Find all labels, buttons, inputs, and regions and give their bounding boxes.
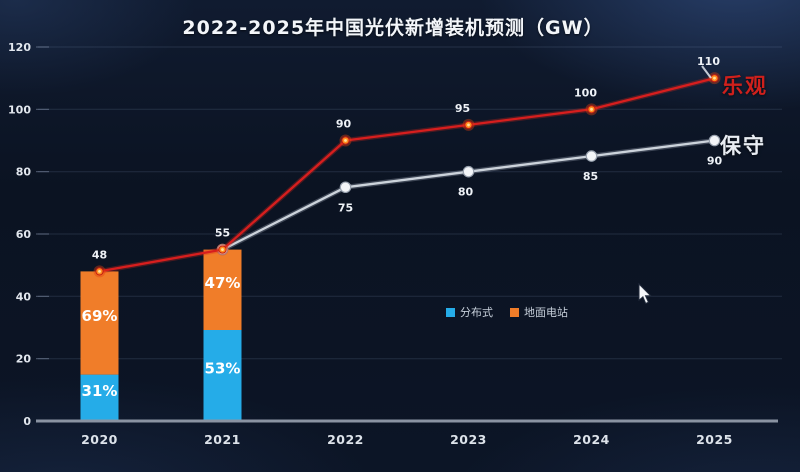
data-point-value-label: 80 xyxy=(458,186,474,199)
y-tick-label: 100 xyxy=(8,103,31,116)
data-point-marker xyxy=(344,139,347,142)
data-point-value-label: 55 xyxy=(215,227,230,240)
y-tick-label: 120 xyxy=(8,41,31,54)
legend-swatch-orange-icon xyxy=(510,307,519,317)
x-tick-label: 2024 xyxy=(573,432,610,447)
data-point-value-label: 110 xyxy=(697,55,720,68)
data-point-marker xyxy=(467,123,470,127)
data-point-marker xyxy=(98,270,101,273)
y-tick-label: 60 xyxy=(16,228,32,241)
forecast-line xyxy=(99,77,715,273)
data-point-value-label: 90 xyxy=(707,155,723,168)
line-end-label-conservative: 保守 xyxy=(720,134,766,158)
legend-label: 分布式 xyxy=(460,306,493,319)
data-point-marker xyxy=(708,134,721,147)
legend-swatch-blue-icon xyxy=(446,307,455,317)
data-point-marker xyxy=(585,150,598,162)
line-glow xyxy=(99,75,716,274)
arrow-cursor-icon xyxy=(638,282,652,305)
chart-title: 2022-2025年中国光伏新增装机预测（GW） xyxy=(182,17,604,39)
bar-percent-label: 31% xyxy=(82,382,118,400)
data-point-value-label: 48 xyxy=(92,248,107,261)
bar-percent-label: 69% xyxy=(82,307,118,325)
y-tick-label: 80 xyxy=(16,166,32,179)
data-point-value-label: 95 xyxy=(455,102,470,115)
bar-segment-ground-station xyxy=(203,249,242,330)
data-point-marker xyxy=(339,181,352,194)
x-tick-label: 2022 xyxy=(327,432,364,447)
chart-legend: 分布式 地面电站 xyxy=(446,304,568,320)
data-point-value-label: 100 xyxy=(574,86,597,99)
legend-item-ground-station: 地面电站 xyxy=(510,304,568,320)
bar-segment-distributed xyxy=(203,330,242,421)
line-end-label-optimistic: 乐观 xyxy=(722,74,768,98)
data-point-value-label: 85 xyxy=(583,170,598,183)
data-point-value-label: 90 xyxy=(336,118,352,131)
x-tick-label: 2021 xyxy=(204,432,241,447)
data-point-marker xyxy=(590,107,593,111)
data-point-marker xyxy=(713,76,716,80)
y-tick-label: 0 xyxy=(23,415,31,428)
legend-label: 地面电站 xyxy=(524,306,568,319)
data-point-marker xyxy=(221,248,224,251)
bar-segment-ground-station xyxy=(80,271,119,375)
data-point-marker xyxy=(462,165,475,178)
label-leader-line xyxy=(701,65,712,79)
x-tick-label: 2023 xyxy=(450,432,487,447)
bar-percent-label: 53% xyxy=(205,360,241,378)
x-tick-label: 2020 xyxy=(81,432,118,447)
legend-item-distributed: 分布式 xyxy=(446,304,493,320)
y-tick-label: 20 xyxy=(16,353,32,366)
x-tick-label: 2025 xyxy=(696,432,733,447)
data-point-value-label: 75 xyxy=(338,201,353,214)
bar-percent-label: 47% xyxy=(205,274,241,292)
bar-segment-distributed xyxy=(80,374,119,421)
y-tick-label: 40 xyxy=(16,290,32,303)
